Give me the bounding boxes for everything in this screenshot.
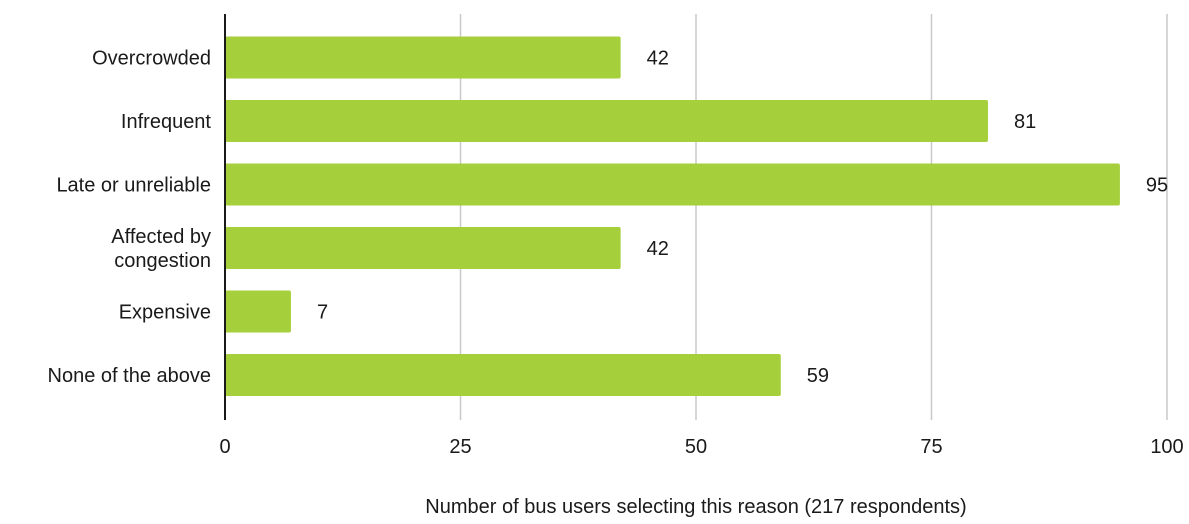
category-label: Overcrowded — [92, 48, 211, 70]
x-tick-label: 25 — [449, 436, 471, 458]
bar — [225, 100, 989, 142]
x-tick-labels: 0 25 50 75 100 — [219, 436, 1183, 458]
category-label: None of the above — [48, 365, 211, 387]
bar — [225, 36, 621, 79]
value-label: 42 — [647, 238, 669, 260]
category-label: Late or unreliable — [56, 175, 211, 197]
bar — [225, 290, 291, 333]
x-axis-title: Number of bus users selecting this reaso… — [425, 496, 966, 518]
bar — [225, 163, 1120, 206]
x-tick-label: 75 — [920, 436, 942, 458]
value-label: 81 — [1014, 111, 1036, 133]
x-tick-label: 100 — [1150, 436, 1183, 458]
x-tick-label: 0 — [219, 436, 230, 458]
category-labels: Overcrowded Infrequent Late or unreliable A… — [48, 48, 212, 388]
bar — [225, 354, 781, 396]
value-labels: 42 81 95 42 7 59 — [317, 48, 1168, 388]
gridlines — [459, 14, 1168, 420]
value-label: 42 — [647, 48, 669, 70]
value-label: 95 — [1146, 175, 1168, 197]
category-label: Affected by congestion — [111, 226, 211, 272]
bars — [225, 36, 1120, 396]
category-label: Expensive — [119, 302, 211, 324]
category-label: Infrequent — [121, 111, 212, 133]
x-tick-label: 50 — [685, 436, 707, 458]
bar — [225, 227, 621, 269]
value-label: 59 — [807, 365, 829, 387]
value-label: 7 — [317, 302, 328, 324]
